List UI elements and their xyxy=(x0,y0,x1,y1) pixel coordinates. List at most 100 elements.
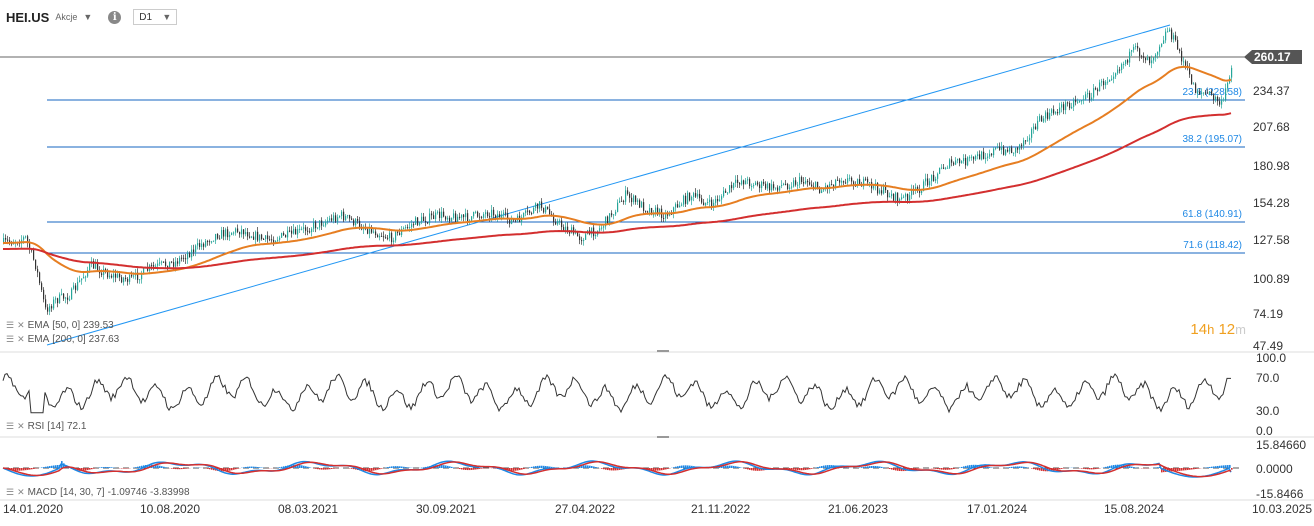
candle-body xyxy=(601,227,603,229)
macd-histogram-bar xyxy=(675,466,677,468)
macd-histogram-bar xyxy=(333,468,335,469)
candle-body xyxy=(723,190,725,197)
time-axis-label: 15.08.2024 xyxy=(1104,502,1164,516)
macd-histogram-bar xyxy=(303,465,305,468)
candle-body xyxy=(175,261,177,267)
macd-histogram-bar xyxy=(869,466,871,468)
legend-list-icon[interactable]: ☰ xyxy=(6,421,15,431)
macd-histogram-bar xyxy=(325,468,327,470)
candle-body xyxy=(1139,48,1141,57)
macd-histogram-bar xyxy=(165,467,167,468)
close-icon[interactable]: ✕ xyxy=(17,487,25,497)
macd-histogram-bar xyxy=(585,465,587,468)
macd-histogram-bar xyxy=(1121,464,1123,468)
candle-body xyxy=(65,297,67,299)
candle-body xyxy=(1213,94,1215,101)
candle-body xyxy=(351,218,353,220)
macd-histogram-bar xyxy=(231,468,233,471)
macd-histogram-bar xyxy=(799,468,801,471)
macd-histogram-bar xyxy=(425,466,427,468)
close-icon[interactable]: ✕ xyxy=(17,334,25,344)
candle-body xyxy=(161,261,163,263)
macd-histogram-bar xyxy=(677,466,679,468)
candle-body xyxy=(561,220,563,228)
fib-label: 38.2 (195.07) xyxy=(1183,134,1243,145)
macd-histogram-bar xyxy=(321,468,323,470)
close-icon[interactable]: ✕ xyxy=(17,320,25,330)
macd-histogram-bar xyxy=(173,468,175,469)
candle-body xyxy=(1197,91,1199,94)
candle-body xyxy=(1227,82,1229,89)
macd-histogram-bar xyxy=(1103,467,1105,468)
candle-body xyxy=(445,216,447,220)
candle-body xyxy=(765,183,767,189)
chevron-down-icon[interactable]: ▼ xyxy=(83,12,93,22)
macd-axis-label: 15.84660 xyxy=(1256,438,1306,452)
candles xyxy=(3,27,1233,316)
macd-histogram-bar xyxy=(445,465,447,468)
ema200-legend[interactable]: ☰ ✕ EMA [200, 0] 237.63 xyxy=(6,334,119,345)
macd-histogram-bar xyxy=(423,467,425,468)
macd-histogram-bar xyxy=(787,468,789,469)
ema50-legend[interactable]: ☰ ✕ EMA [50, 0] 239.53 xyxy=(6,320,114,331)
macd-histogram-bar xyxy=(381,468,383,469)
candle-body xyxy=(447,217,449,220)
candle-body xyxy=(429,213,431,224)
candle-body xyxy=(849,177,851,179)
candle-body xyxy=(225,229,227,237)
candle-body xyxy=(187,253,189,260)
macd-histogram-bar xyxy=(213,468,215,471)
macd-histogram-bar xyxy=(289,465,291,468)
macd-histogram-bar xyxy=(917,468,919,469)
countdown-h-unit: h xyxy=(1207,322,1215,337)
macd-histogram-bar xyxy=(453,467,455,468)
candle-body xyxy=(141,274,143,280)
macd-legend[interactable]: ☰ ✕ MACD [14, 30, 7] -1.09746 -3.83998 xyxy=(6,487,190,498)
candle-body xyxy=(1145,57,1147,61)
macd-name: MACD xyxy=(27,487,58,498)
symbol-label[interactable]: HEI.US xyxy=(6,9,50,25)
candle-body xyxy=(985,157,987,159)
candle-body xyxy=(423,216,425,222)
price-axis-label: 127.58 xyxy=(1253,233,1290,247)
macd-histogram-bar xyxy=(1229,464,1231,468)
candle-body xyxy=(829,184,831,189)
macd-histogram-bar xyxy=(553,467,555,468)
candle-body xyxy=(525,210,527,213)
legend-list-icon[interactable]: ☰ xyxy=(6,487,15,497)
candle-body xyxy=(857,179,859,187)
candle-body xyxy=(739,182,741,185)
candle-body xyxy=(241,229,243,235)
candle-body xyxy=(227,229,229,238)
candle-body xyxy=(901,197,903,200)
candle-body xyxy=(1055,111,1057,114)
candle-body xyxy=(853,181,855,186)
candle-body xyxy=(1119,69,1121,71)
macd-histogram-bar xyxy=(1187,468,1189,471)
macd-histogram-bar xyxy=(1015,466,1017,468)
info-icon[interactable]: i xyxy=(108,10,122,24)
legend-list-icon[interactable]: ☰ xyxy=(6,320,15,330)
candle-body xyxy=(1115,73,1117,77)
candle-body xyxy=(921,190,923,194)
macd-histogram-bar xyxy=(1159,466,1161,468)
rsi-legend[interactable]: ☰ ✕ RSI [14] 72.1 xyxy=(6,421,86,432)
candle-body xyxy=(767,183,769,189)
macd-histogram-bar xyxy=(315,468,317,469)
candle-body xyxy=(215,233,217,241)
timeframe-select[interactable]: D1 ▼ xyxy=(133,9,178,25)
candle-body xyxy=(667,213,669,216)
candle-body xyxy=(419,222,421,225)
macd-histogram-bar xyxy=(989,467,991,468)
legend-list-icon[interactable]: ☰ xyxy=(6,334,15,344)
macd-histogram-bar xyxy=(759,468,761,471)
candle-body xyxy=(803,182,805,184)
candle-body xyxy=(911,189,913,196)
candle-body xyxy=(817,181,819,189)
candle-body xyxy=(1093,88,1095,98)
candle-body xyxy=(659,208,661,215)
close-icon[interactable]: ✕ xyxy=(17,421,25,431)
candle-body xyxy=(1053,109,1055,114)
candle-body xyxy=(627,190,629,194)
